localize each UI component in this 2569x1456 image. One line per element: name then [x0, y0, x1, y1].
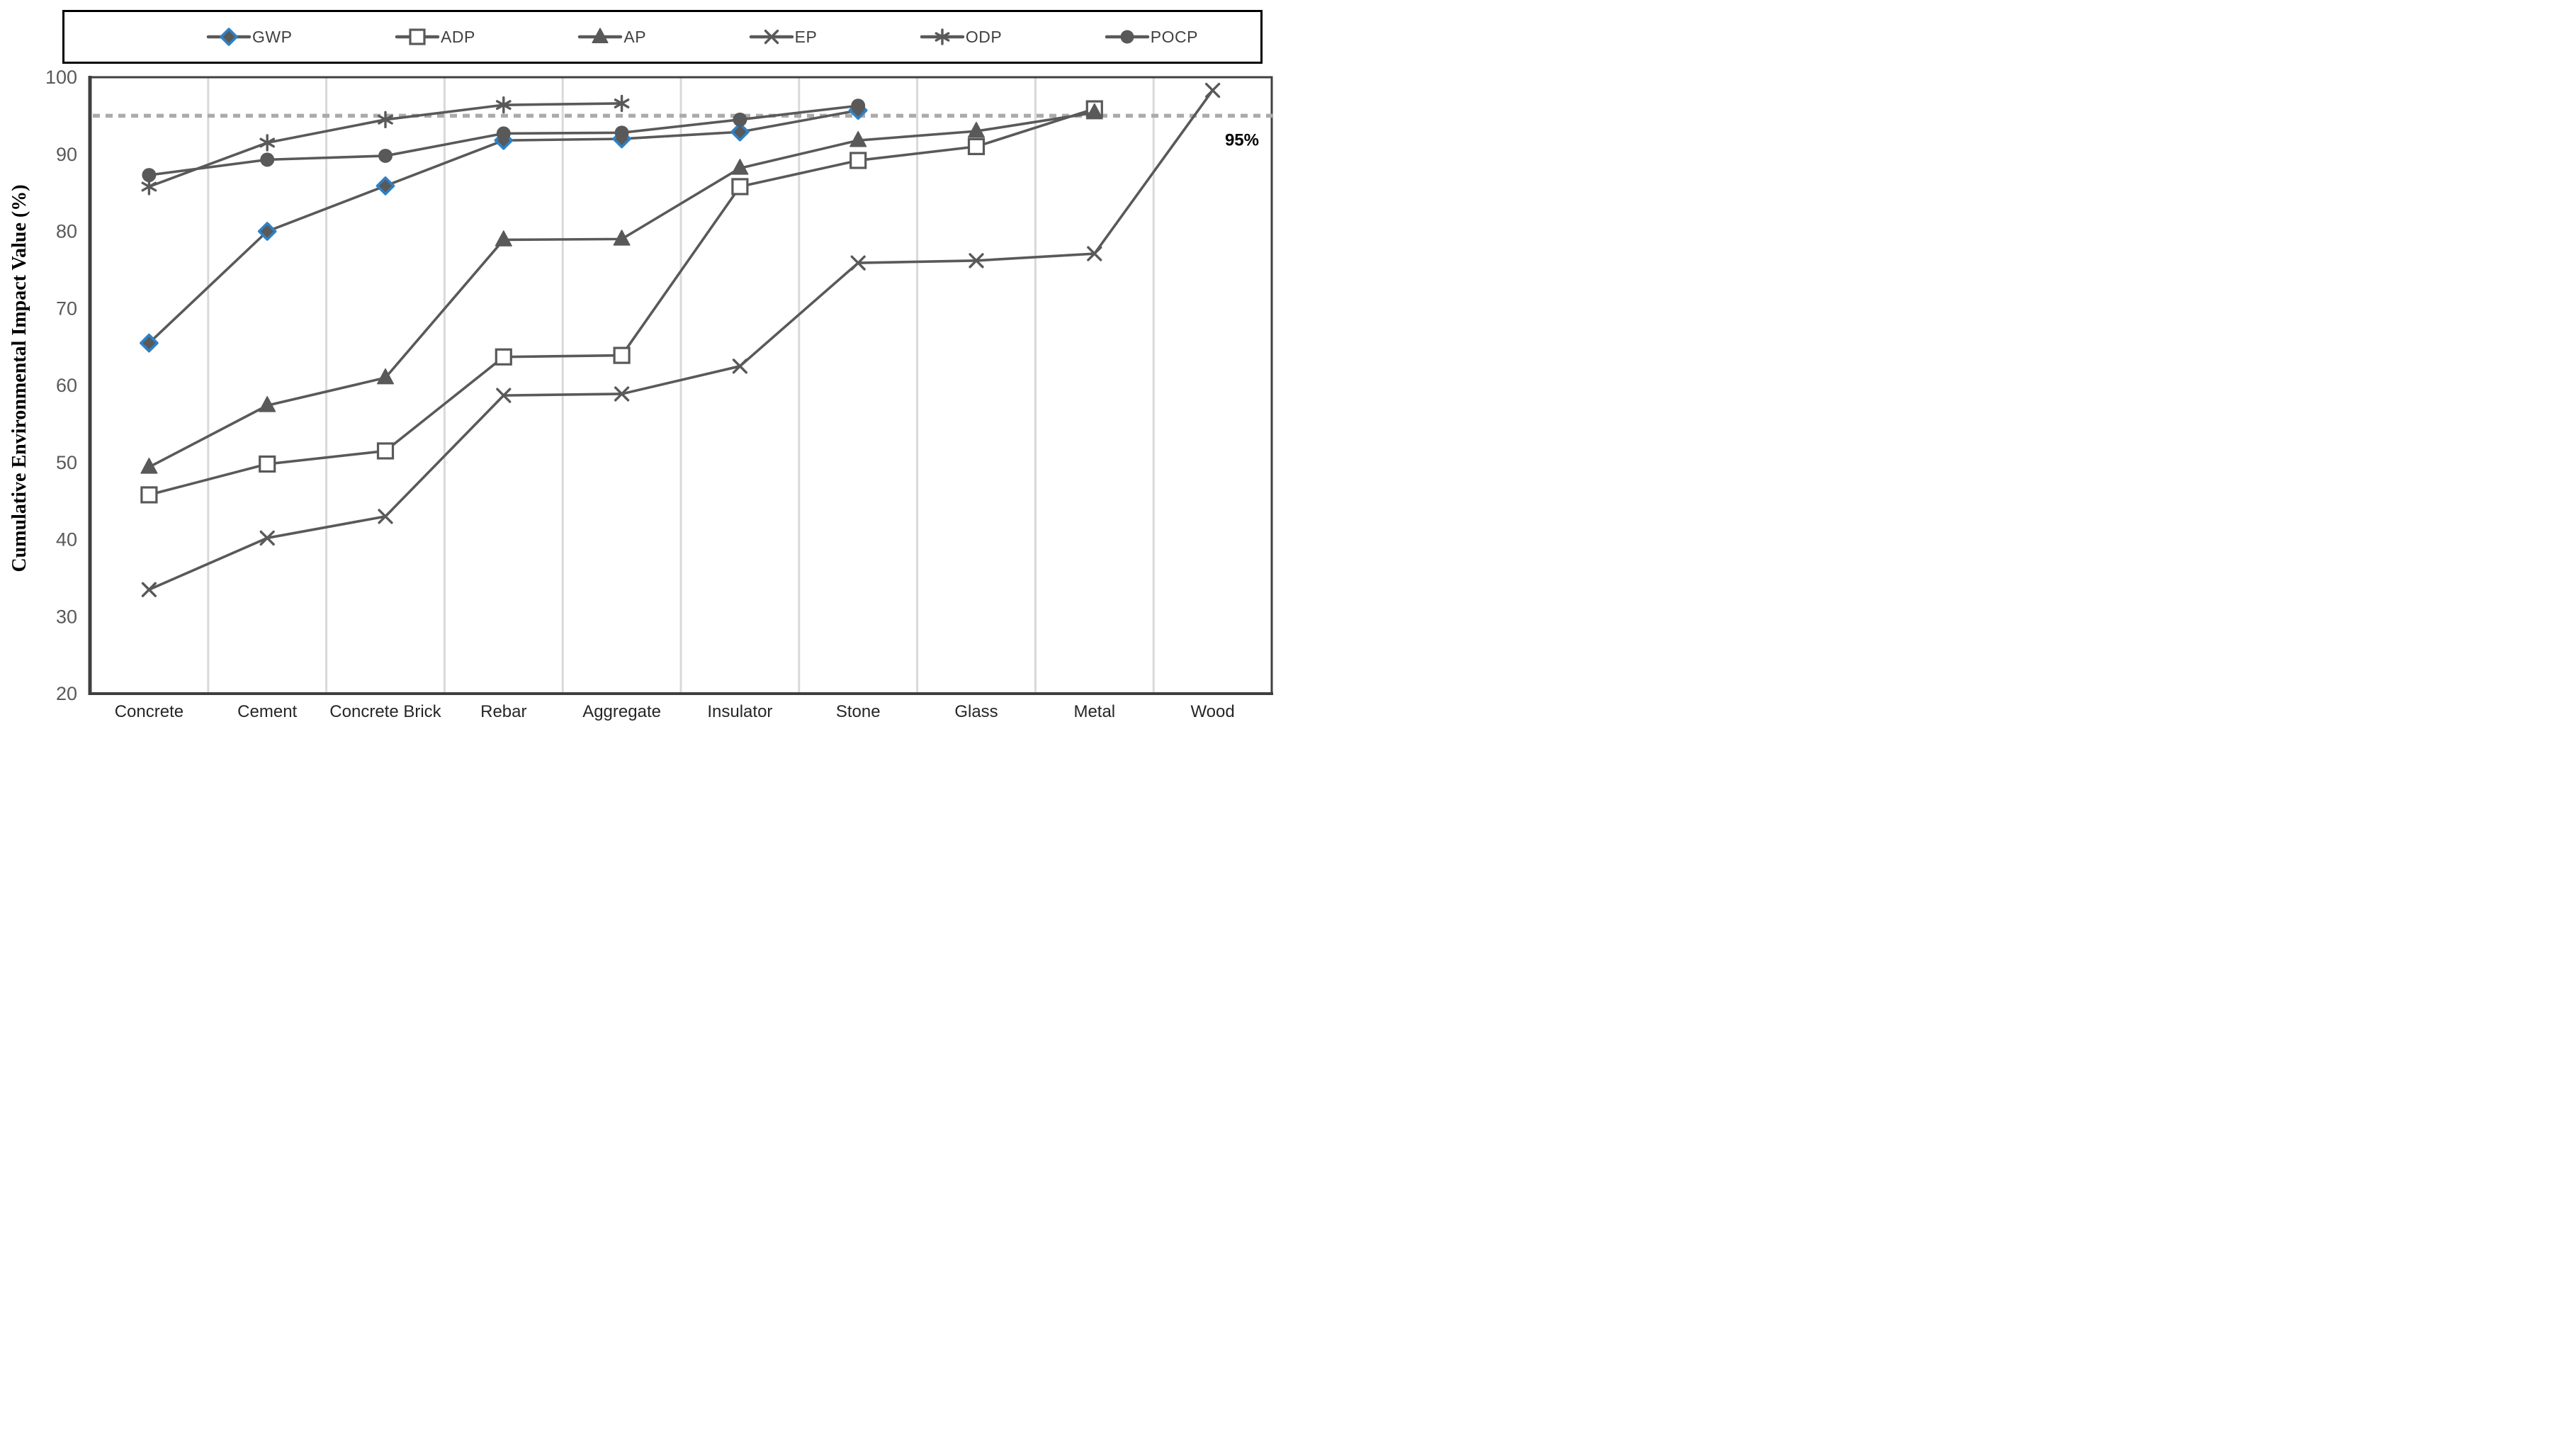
- x-category-label: Aggregate: [582, 702, 661, 721]
- legend-label-ep: EP: [794, 27, 818, 46]
- legend-label-pocp: POCP: [1150, 27, 1198, 46]
- x-axis-category-labels: Concrete Cement Concrete Brick Rebar Aggrega…: [115, 702, 1235, 721]
- legend-item-ep: EP: [749, 26, 818, 47]
- x-category-label: Metal: [1073, 702, 1115, 721]
- adp-square-icon: [395, 26, 440, 47]
- x-category-label: Stone: [836, 702, 881, 721]
- ep-x-icon: [749, 26, 794, 47]
- pocp-circle-icon: [1105, 26, 1150, 47]
- y-tick-label: 40: [56, 529, 77, 551]
- chart-figure: 95% 20 30 40 50 60 70 80 90 100 Concrete Cement Conc…: [0, 0, 1284, 728]
- legend-label-gwp: GWP: [252, 27, 293, 46]
- y-tick-label: 70: [56, 298, 77, 319]
- y-tick-label: 20: [56, 683, 77, 704]
- x-category-label: Rebar: [480, 702, 526, 721]
- chart-legend: GWP ADP AP EP ODP POCP: [62, 10, 1263, 64]
- legend-label-odp: ODP: [965, 27, 1003, 46]
- x-category-label: Concrete: [115, 702, 184, 721]
- legend-item-gwp: GWP: [206, 26, 292, 47]
- series-line-EP: [147, 89, 1214, 591]
- y-axis-tick-labels: 20 30 40 50 60 70 80 90 100: [45, 67, 77, 704]
- y-tick-label: 80: [56, 221, 77, 242]
- x-category-label: Wood: [1190, 702, 1234, 721]
- legend-item-adp: ADP: [395, 26, 475, 47]
- y-tick-label: 30: [56, 606, 77, 627]
- x-category-label: Glass: [954, 702, 998, 721]
- series-AP: [140, 103, 1103, 474]
- legend-label-ap: AP: [623, 27, 647, 46]
- series-line-ADP: [147, 107, 1096, 497]
- y-tick-label: 50: [56, 452, 77, 473]
- gwp-diamond-icon: [206, 26, 252, 47]
- x-category-label: Insulator: [707, 702, 772, 721]
- legend-item-pocp: POCP: [1105, 26, 1198, 47]
- legend-item-ap: AP: [577, 26, 646, 47]
- series-line-AP: [147, 111, 1096, 469]
- y-axis-title: Cumulative Environmental Impact Value (%…: [9, 184, 30, 572]
- ap-triangle-icon: [577, 26, 623, 47]
- series-POCP: [142, 98, 866, 183]
- y-tick-label: 90: [56, 144, 77, 165]
- series-EP: [141, 82, 1221, 597]
- legend-label-adp: ADP: [441, 27, 475, 46]
- x-category-label: Cement: [237, 702, 297, 721]
- x-category-label: Concrete Brick: [329, 702, 441, 721]
- y-tick-label: 100: [45, 67, 77, 88]
- y-tick-label: 60: [56, 375, 77, 396]
- gridlines: [207, 77, 1155, 694]
- reference-line-label: 95%: [1225, 130, 1259, 149]
- series-ADP: [140, 100, 1103, 504]
- chart-area: 95% 20 30 40 50 60 70 80 90 100 Concrete Cement Conc…: [0, 0, 1284, 728]
- legend-item-odp: ODP: [920, 26, 1002, 47]
- odp-asterisk-icon: [920, 26, 965, 47]
